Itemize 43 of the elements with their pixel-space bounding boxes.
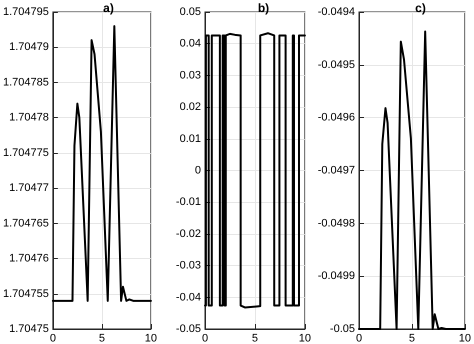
- y-tick-label: -0.0498: [318, 217, 355, 230]
- y-tick-label: -0.0496: [318, 112, 355, 124]
- line-series: [204, 32, 306, 308]
- chart-title: c): [415, 1, 426, 15]
- y-tick-label: 1.704755: [2, 288, 49, 300]
- x-tick-label: 0: [50, 332, 56, 344]
- y-tick-label: -0.0494: [318, 6, 355, 18]
- x-tick-label: 0: [356, 332, 362, 344]
- y-tick-label: -0.0495: [318, 58, 355, 71]
- y-tick-label: 1.704765: [2, 217, 49, 230]
- y-tick-label: 0.01: [180, 132, 201, 145]
- chart-title: a): [103, 1, 114, 15]
- y-tick-label: 1.704775: [2, 146, 49, 159]
- y-tick-label: 1.70478: [9, 112, 49, 124]
- x-tick-label: 5: [408, 332, 416, 344]
- y-tick-label: 1.70476: [9, 252, 49, 265]
- y-tick-label: 1.704795: [2, 6, 49, 18]
- x-tick-label: 10: [298, 332, 312, 344]
- y-tick-label: 0.05: [180, 6, 201, 18]
- y-tick-label: -0.01: [176, 196, 201, 208]
- y-tick-label: 0.02: [180, 101, 201, 114]
- y-tick-label: 0.04: [180, 38, 201, 50]
- x-tick-label: 10: [144, 332, 158, 344]
- y-tick-label: 1.70475: [9, 323, 49, 335]
- y-tick-label: -0.05: [176, 323, 201, 335]
- y-tick-label: -0.0499: [318, 270, 355, 282]
- x-tick-label: 10: [458, 332, 472, 344]
- line-series: [52, 25, 152, 302]
- chart-title: b): [258, 1, 270, 15]
- line-series: [358, 30, 466, 330]
- y-tick-label: -0.04: [176, 291, 201, 304]
- y-tick-label: 0.03: [180, 69, 201, 82]
- y-tick-label: -0.05: [330, 323, 355, 335]
- y-tick-label: -0.03: [176, 260, 201, 272]
- x-tick-label: 0: [202, 332, 208, 344]
- y-tick-label: -0.02: [176, 228, 201, 240]
- y-tick-label: 0: [194, 164, 201, 176]
- y-tick-label: 1.704785: [2, 76, 49, 88]
- y-tick-label: 1.70479: [9, 41, 49, 54]
- y-tick-label: -0.0497: [318, 164, 355, 176]
- y-tick-label: 1.70477: [9, 182, 49, 194]
- x-tick-label: 5: [252, 332, 258, 344]
- x-tick-label: 5: [98, 332, 105, 344]
